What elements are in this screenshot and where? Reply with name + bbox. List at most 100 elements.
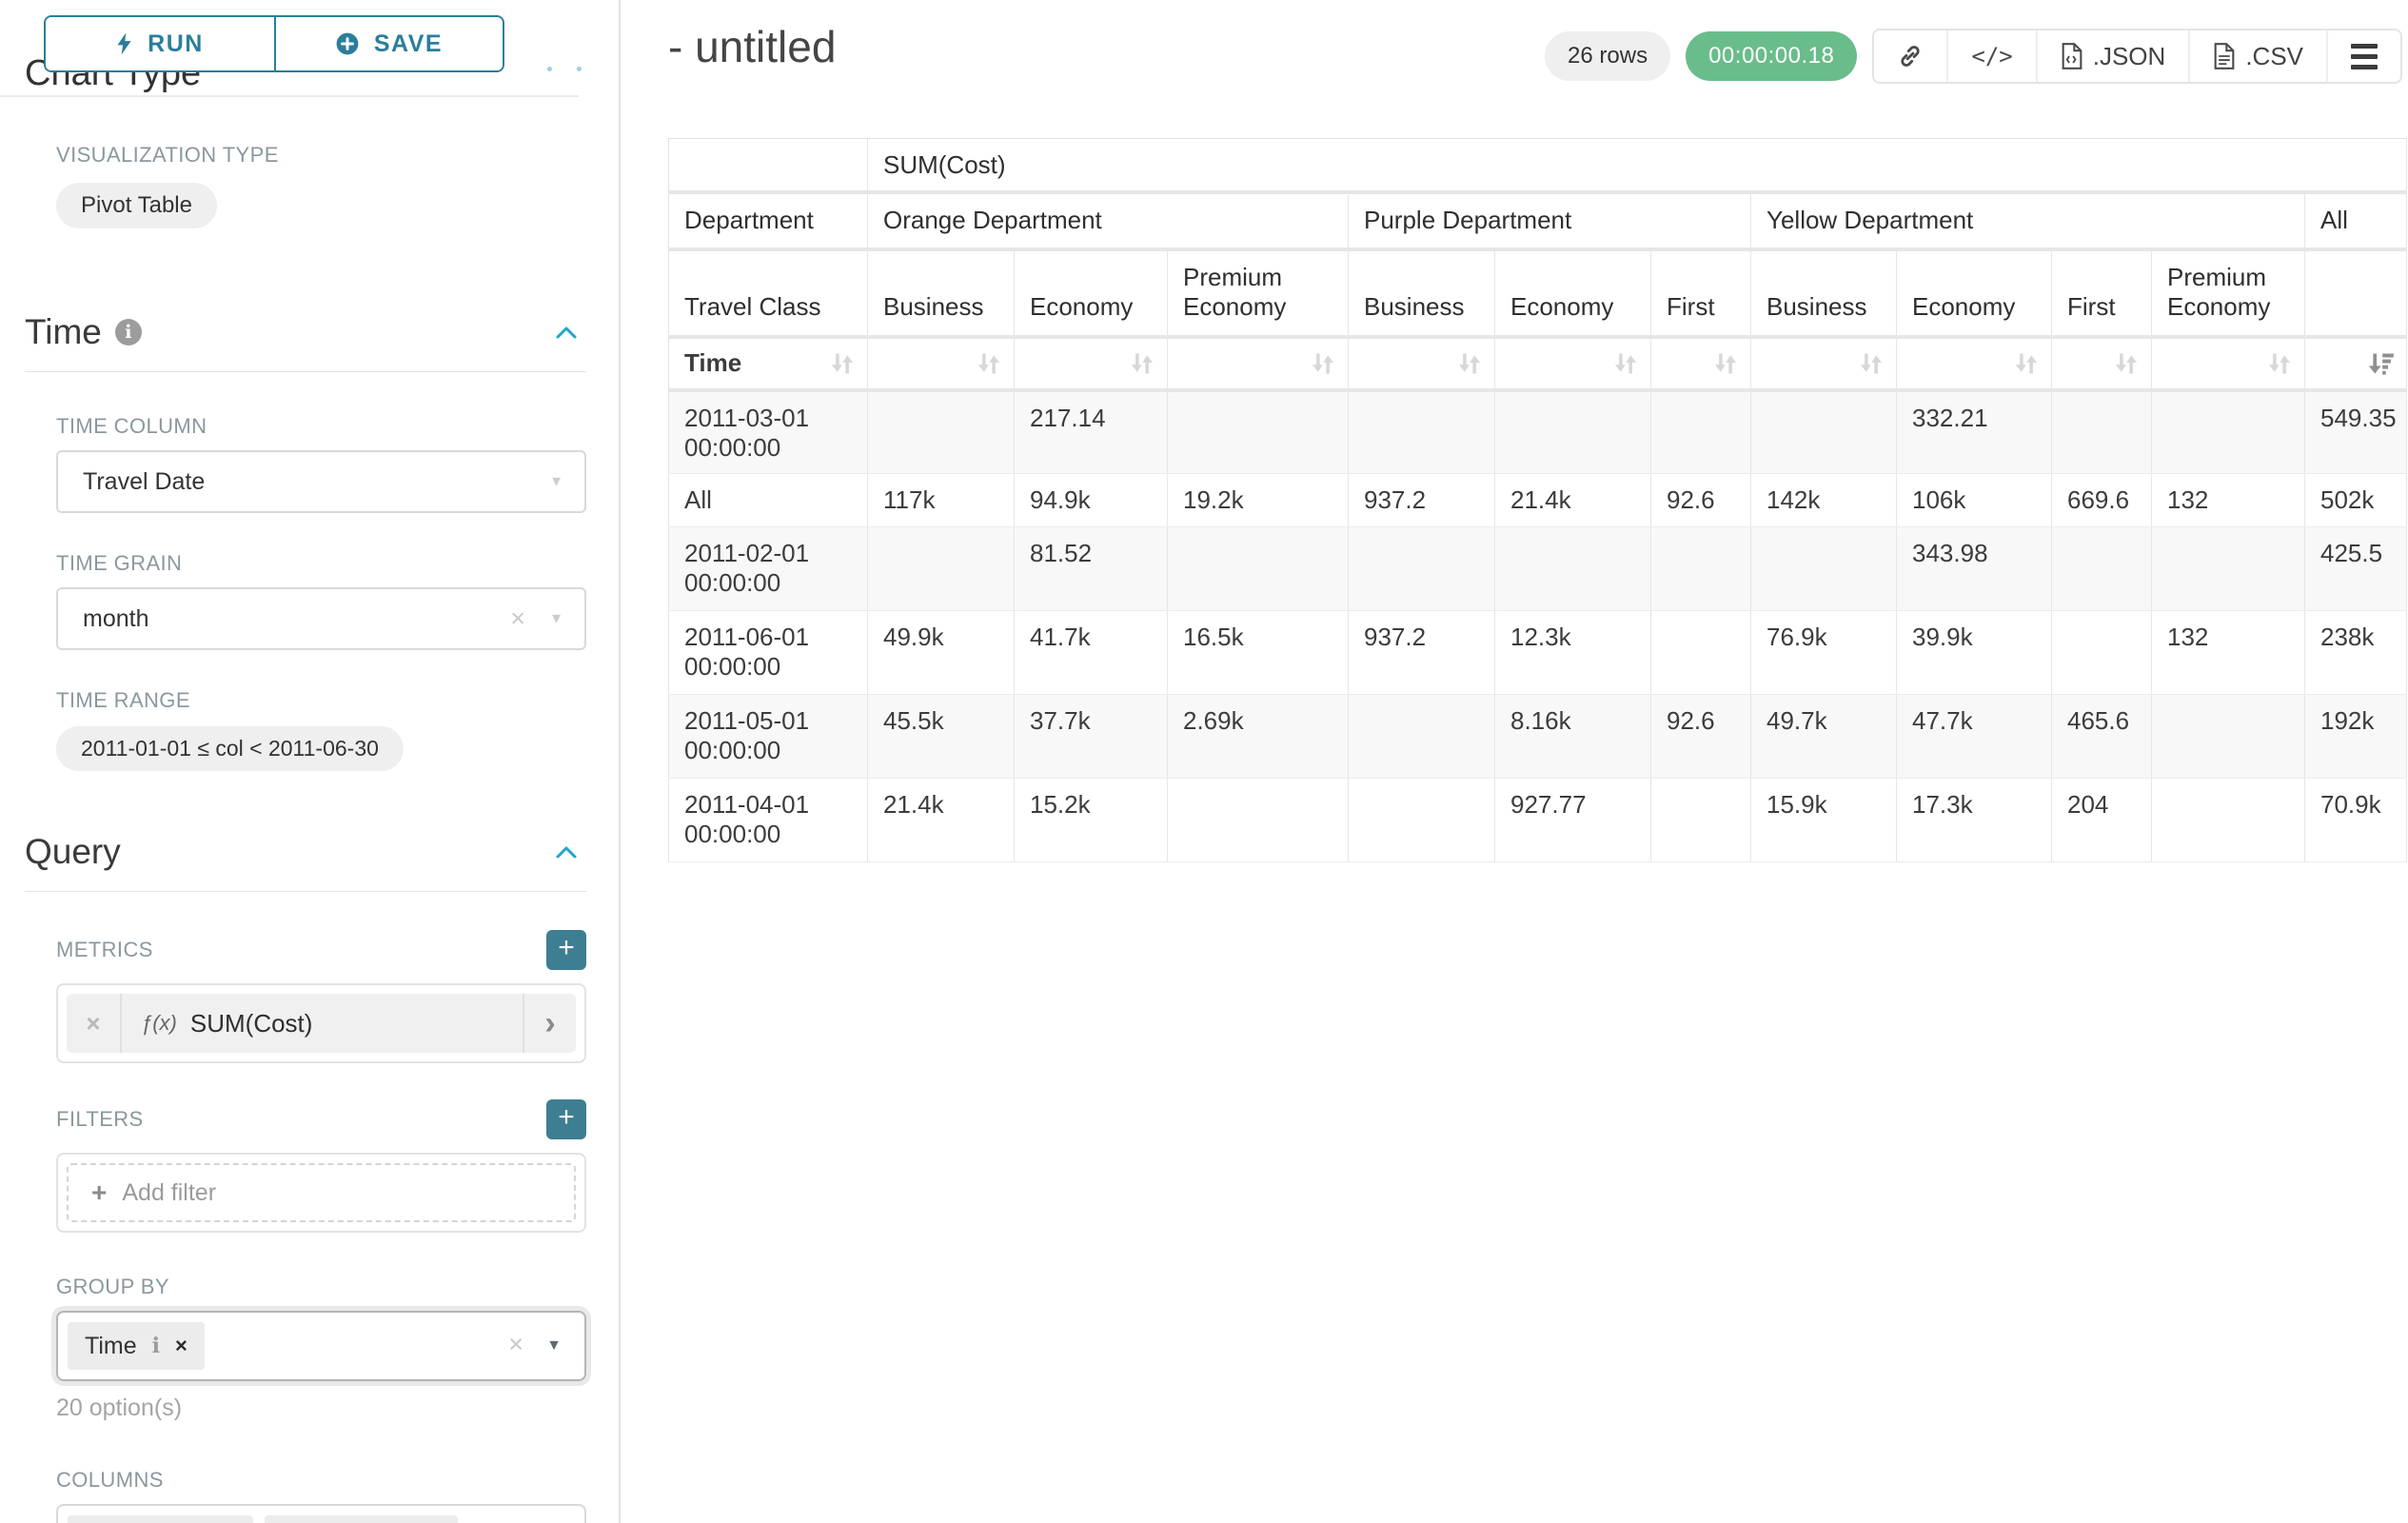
- dimension-tag[interactable]: Department×: [68, 1515, 254, 1523]
- chevron-down-icon[interactable]: ▼: [549, 473, 563, 490]
- sort-icon[interactable]: [1308, 350, 1338, 377]
- column-header: [2304, 248, 2407, 339]
- clear-icon[interactable]: ×: [508, 1330, 523, 1358]
- sort-icon[interactable]: [2264, 350, 2295, 377]
- chevron-up-icon[interactable]: [556, 326, 577, 339]
- dimension-tag[interactable]: Travel Class×: [265, 1515, 459, 1523]
- time-grain-select[interactable]: month × ▼: [56, 587, 586, 650]
- value-cell: [1650, 389, 1751, 474]
- sort-icon[interactable]: [1856, 350, 1886, 377]
- corner-cell: [668, 138, 868, 194]
- value-cell: 343.98: [1896, 526, 2052, 611]
- time-range-pill[interactable]: 2011-01-01 ≤ col < 2011-06-30: [56, 726, 404, 771]
- export-json-button[interactable]: .JSON: [2035, 30, 2189, 82]
- value-cell: 332.21: [1896, 389, 2052, 474]
- value-cell: 15.2k: [1014, 778, 1168, 862]
- time-grain-label: TIME GRAIN: [56, 551, 183, 575]
- plus-icon: +: [91, 1177, 108, 1207]
- value-cell: 132: [2151, 610, 2305, 695]
- info-icon: i: [151, 1334, 160, 1358]
- info-icon: i: [114, 319, 142, 346]
- sort-icon[interactable]: [1710, 350, 1741, 377]
- chevron-down-icon[interactable]: ▼: [549, 610, 563, 627]
- sort-cell: [867, 336, 1015, 392]
- add-metric-button[interactable]: +: [546, 930, 586, 970]
- metric-body: ƒ(x) SUM(Cost): [122, 1009, 523, 1038]
- remove-metric-icon[interactable]: ×: [67, 994, 122, 1053]
- export-csv-button[interactable]: .CSV: [2188, 30, 2326, 82]
- sort-cell: [1014, 336, 1168, 392]
- value-cell: 37.7k: [1014, 694, 1168, 779]
- chevron-up-icon[interactable]: [556, 845, 577, 859]
- value-cell: 81.52: [1014, 526, 1168, 611]
- remove-tag-icon[interactable]: ×: [175, 1334, 188, 1357]
- panel-resize-handle[interactable]: [547, 67, 582, 71]
- viz-type-pill[interactable]: Pivot Table: [56, 183, 217, 228]
- column-header: Business: [867, 248, 1015, 339]
- value-cell: [1650, 778, 1751, 862]
- row-label-cell: All: [668, 473, 868, 527]
- chevron-down-icon[interactable]: ▼: [546, 1337, 562, 1354]
- value-cell: 2.69k: [1167, 694, 1349, 779]
- time-column-value: Travel Date: [83, 467, 206, 495]
- value-cell: 927.77: [1494, 778, 1651, 862]
- chart-toolbar: 26 rows 00:00:00.18 </> .JSON .CSV: [1545, 29, 2402, 84]
- sort-icon[interactable]: [2011, 350, 2042, 377]
- pivot-table-container: SUM(Cost) Department Orange Department Purp…: [668, 138, 2407, 862]
- sort-icon[interactable]: [1127, 350, 1157, 377]
- value-cell: 45.5k: [867, 694, 1015, 779]
- table-row: All 117k 94.9k 19.2k 937.2 21.4k 92.6 142k 106k 6…: [668, 473, 2407, 527]
- more-menu-button[interactable]: [2326, 30, 2400, 82]
- value-cell: 92.6: [1650, 473, 1751, 527]
- value-cell: [1750, 526, 1897, 611]
- columns-select[interactable]: Department×Travel Class× × ▼: [56, 1504, 586, 1523]
- value-cell: 937.2: [1348, 473, 1495, 527]
- export-json-label: .JSON: [2092, 41, 2166, 70]
- column-header: Premium Economy: [2151, 248, 2305, 339]
- sort-cell: [1750, 336, 1897, 392]
- fx-icon: ƒ(x): [141, 1011, 177, 1035]
- save-button[interactable]: SAVE: [274, 17, 503, 70]
- value-cell: 217.14: [1014, 389, 1168, 474]
- add-filter-button[interactable]: + Add filter: [67, 1163, 576, 1222]
- export-button-group: </> .JSON .CSV: [1872, 29, 2402, 84]
- pivot-table: SUM(Cost) Department Orange Department Purp…: [668, 138, 2407, 862]
- chart-title[interactable]: - untitled: [668, 22, 837, 71]
- copy-link-button[interactable]: [1874, 30, 1947, 82]
- value-cell: 17.3k: [1896, 778, 2052, 862]
- sort-icon[interactable]: [827, 350, 858, 377]
- col-dimension-label: Department: [668, 191, 868, 251]
- value-cell: 425.5: [2304, 526, 2407, 611]
- sort-icon[interactable]: [1454, 350, 1485, 377]
- sort-desc-icon[interactable]: [2366, 350, 2397, 377]
- sort-icon[interactable]: [2111, 350, 2142, 377]
- time-section-header: Time i: [25, 312, 586, 352]
- chevron-right-icon[interactable]: ›: [523, 994, 576, 1053]
- run-button[interactable]: RUN: [46, 17, 274, 70]
- filters-label: FILTERS: [56, 1107, 144, 1131]
- query-timer-badge: 00:00:00.18: [1686, 31, 1858, 81]
- sort-cell: [1650, 336, 1751, 392]
- sort-icon[interactable]: [974, 350, 1004, 377]
- value-cell: [2151, 389, 2305, 474]
- group-by-label: GROUP BY: [56, 1275, 169, 1298]
- divider: [25, 371, 586, 372]
- group-by-select[interactable]: Time i × × ▼: [56, 1311, 586, 1381]
- value-cell: 70.9k: [2304, 778, 2407, 862]
- view-query-button[interactable]: </>: [1946, 30, 2036, 82]
- row-label-cell: 2011-03-01 00:00:00: [668, 389, 868, 474]
- metric-pill[interactable]: × ƒ(x) SUM(Cost) ›: [67, 994, 576, 1053]
- value-cell: [867, 526, 1015, 611]
- value-cell: 142k: [1750, 473, 1897, 527]
- clear-icon[interactable]: ×: [510, 603, 525, 633]
- column-header: Economy: [1494, 248, 1651, 339]
- columns-tags: Department× Travel Class×: [68, 1515, 480, 1523]
- table-row: 2011-05-01 00:00:00 45.5k 37.7k 2.69k 8.16k 9…: [668, 694, 2407, 779]
- dimension-tag[interactable]: Time i ×: [68, 1322, 205, 1370]
- add-filter-plus-button[interactable]: +: [546, 1099, 586, 1139]
- time-column-select[interactable]: Travel Date ▼: [56, 450, 586, 513]
- divider: [0, 95, 579, 97]
- value-cell: [2151, 526, 2305, 611]
- sort-icon[interactable]: [1610, 350, 1641, 377]
- value-cell: 12.3k: [1494, 610, 1651, 695]
